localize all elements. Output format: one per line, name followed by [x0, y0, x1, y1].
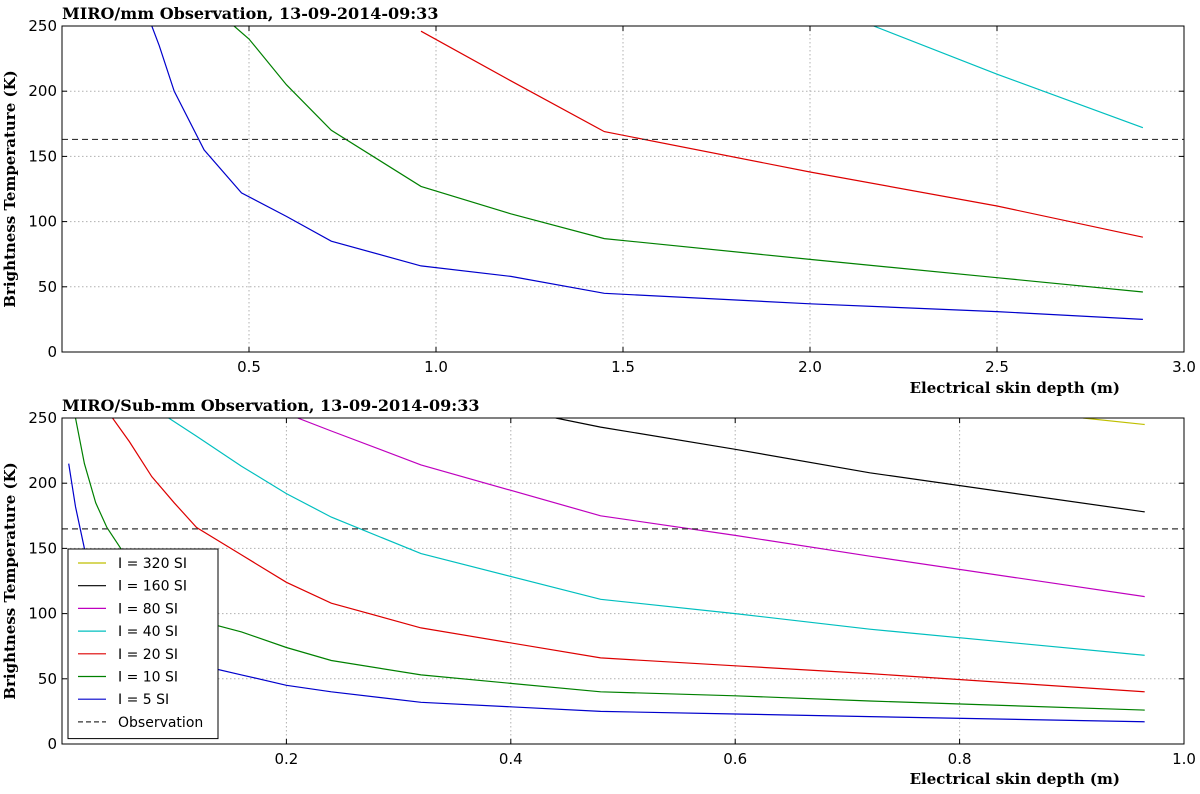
y-tick-label: 150 — [28, 147, 57, 165]
x-tick-label: 1.0 — [424, 358, 448, 376]
series-line-i40 — [873, 26, 1144, 129]
chart-title: MIRO/mm Observation, 13-09-2014-09:33 — [62, 4, 438, 23]
legend-label: I = 10 SI — [118, 670, 178, 686]
x-axis-label: Electrical skin depth (m) — [910, 770, 1120, 788]
y-tick-label: 250 — [28, 409, 57, 427]
legend-label: I = 320 SI — [118, 556, 187, 572]
y-tick-label: 200 — [28, 82, 57, 100]
y-tick-label: 50 — [38, 278, 57, 296]
ticks: 0.5 1.0 1.5 2.0 2.5 3.0 0 50 100 150 200 250 — [28, 17, 1196, 376]
y-tick-label: 250 — [28, 17, 57, 35]
x-tick-label: 1.5 — [611, 358, 635, 376]
grid — [62, 26, 1184, 352]
chart-2: 0.2 0.4 0.6 0.8 1.0 0 50 100 150 200 250 MIRO/Sub-m… — [1, 396, 1196, 788]
x-tick-label: 2.0 — [798, 358, 822, 376]
series-line-i-10-si — [74, 418, 1145, 711]
series-line-i5 — [151, 26, 1143, 320]
legend-label: I = 40 SI — [118, 624, 178, 640]
legend-label: I = 20 SI — [118, 647, 178, 663]
series-line-i-160-si — [555, 418, 1145, 513]
legend-label: I = 5 SI — [118, 692, 169, 708]
y-axis-label: Brightness Temperature (K) — [1, 462, 19, 699]
series-line-i10 — [233, 26, 1143, 293]
x-tick-label: 0.6 — [723, 750, 747, 768]
y-tick-label: 0 — [47, 735, 57, 753]
x-tick-label: 3.0 — [1172, 358, 1196, 376]
x-tick-label: 2.5 — [985, 358, 1009, 376]
legend-label: I = 160 SI — [118, 579, 187, 595]
chart-title: MIRO/Sub-mm Observation, 13-09-2014-09:3… — [62, 396, 479, 415]
series-line-i-20-si — [112, 418, 1145, 693]
series-line-i-40-si — [168, 418, 1145, 656]
legend-box — [67, 548, 219, 740]
chart-1: 0.5 1.0 1.5 2.0 2.5 3.0 0 50 100 150 200 250 MIRO/mm… — [1, 4, 1196, 397]
y-tick-label: 50 — [38, 670, 57, 688]
series-group — [62, 26, 1184, 320]
x-tick-label: 1.0 — [1172, 750, 1196, 768]
grid — [62, 418, 1184, 744]
legend-label: Observation — [118, 715, 203, 731]
x-tick-label: 0.2 — [274, 750, 298, 768]
series-line-i-320-si — [1082, 418, 1145, 426]
y-tick-label: 0 — [47, 343, 57, 361]
y-tick-label: 200 — [28, 474, 57, 492]
y-tick-label: 150 — [28, 539, 57, 557]
series-line-i20 — [420, 30, 1144, 238]
x-axis-label: Electrical skin depth (m) — [910, 379, 1120, 397]
y-tick-label: 100 — [28, 213, 57, 231]
legend: I = 320 SI I = 160 SI I = 80 SI I = 40 SI I … — [67, 548, 219, 740]
plot-frame — [61, 417, 1185, 745]
y-axis-label: Brightness Temperature (K) — [1, 70, 19, 307]
series-line-i-80-si — [297, 418, 1145, 598]
series-group — [62, 418, 1184, 723]
series-line-i-5-si — [68, 463, 1145, 723]
x-tick-label: 0.4 — [499, 750, 523, 768]
x-tick-label: 0.5 — [237, 358, 261, 376]
x-tick-label: 0.8 — [948, 750, 972, 768]
legend-label: I = 80 SI — [118, 601, 178, 617]
ticks: 0.2 0.4 0.6 0.8 1.0 0 50 100 150 200 250 — [28, 409, 1196, 768]
y-tick-label: 100 — [28, 605, 57, 623]
